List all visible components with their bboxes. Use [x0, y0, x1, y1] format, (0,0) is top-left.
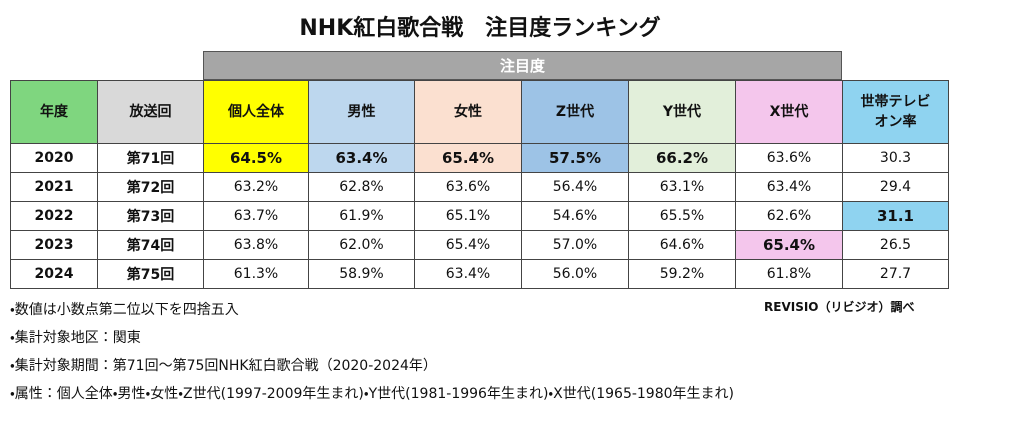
source: REVISIO（リビジオ）調べ	[764, 300, 915, 314]
table-cell: 62.8%	[308, 172, 415, 202]
table-cell: 63.7%	[203, 201, 309, 231]
column-header: X世代	[735, 80, 843, 144]
table-cell: 65.1%	[414, 201, 522, 231]
note: ・集計対象地区：関東	[10, 330, 141, 346]
table-cell: 30.3	[842, 143, 949, 173]
table-cell: 第73回	[97, 201, 204, 231]
table-row: 2024 第75回 61.3% 58.9% 63.4% 56.0% 59.2% 61.8% 27…	[10, 259, 949, 289]
table-cell: 56.4%	[521, 172, 629, 202]
table-cell: 第71回	[97, 143, 204, 173]
title: NHK紅白歌合戦 注目度ランキング	[299, 16, 661, 41]
table-cell: 29.4	[842, 172, 949, 202]
note: ・属性：個人全体・男性・女性・Z世代(1997-2009年生まれ)・Y世代(19…	[10, 386, 734, 402]
group-header: 注目度	[203, 51, 842, 80]
table-cell: 63.8%	[203, 230, 309, 260]
table-cell: 58.9%	[308, 259, 415, 289]
column-header: 男性	[308, 80, 415, 144]
table-cell: 61.8%	[735, 259, 843, 289]
table-cell: 65.5%	[628, 201, 736, 231]
note: ・数値は小数点第二位以下を四捨五入	[10, 302, 239, 318]
table-row: 2022 第73回 63.7% 61.9% 65.1% 54.6% 65.5% 62.6% 31…	[10, 201, 949, 231]
table-cell: 2023	[10, 230, 98, 260]
table-cell: 63.6%	[735, 143, 843, 173]
table-cell: 2021	[10, 172, 98, 202]
table-cell: 64.5%	[203, 143, 309, 173]
table-cell: 第75回	[97, 259, 204, 289]
table-cell: 65.4%	[414, 230, 522, 260]
table-cell: 65.4%	[735, 230, 843, 260]
column-header: 個人全体	[203, 80, 309, 144]
table-cell: 2020	[10, 143, 98, 173]
table-cell: 2024	[10, 259, 98, 289]
table-cell: 62.0%	[308, 230, 415, 260]
table-cell: 26.5	[842, 230, 949, 260]
table-cell: 61.9%	[308, 201, 415, 231]
table-cell: 第72回	[97, 172, 204, 202]
table-cell: 66.2%	[628, 143, 736, 173]
ranking-table: 年度 放送回 個人全体 男性 女性 Z世代 Y世代 X世代 世帯テレビオン率 2020 第71回 6…	[10, 80, 949, 289]
column-header: 世帯テレビオン率	[842, 80, 949, 144]
table-row: 2020 第71回 64.5% 63.4% 65.4% 57.5% 66.2% 63.6% 30…	[10, 143, 949, 173]
table-cell: 57.0%	[521, 230, 629, 260]
table-cell: 63.4%	[735, 172, 843, 202]
column-header: 年度	[10, 80, 98, 144]
column-header: 女性	[414, 80, 522, 144]
column-header: Y世代	[628, 80, 736, 144]
table-cell: 56.0%	[521, 259, 629, 289]
column-header: Z世代	[521, 80, 629, 144]
table-cell: 57.5%	[521, 143, 629, 173]
note: ・集計対象期間：第71回～第75回NHK紅白歌合戦（2020-2024年）	[10, 358, 437, 374]
table-cell: 31.1	[842, 201, 949, 231]
table-cell: 63.6%	[414, 172, 522, 202]
table-cell: 63.1%	[628, 172, 736, 202]
table-cell: 54.6%	[521, 201, 629, 231]
table-row: 2023 第74回 63.8% 62.0% 65.4% 57.0% 64.6% 65.4% 26…	[10, 230, 949, 260]
table-cell: 65.4%	[414, 143, 522, 173]
table-cell: 63.2%	[203, 172, 309, 202]
table-cell: 62.6%	[735, 201, 843, 231]
table-cell: 第74回	[97, 230, 204, 260]
column-header: 放送回	[97, 80, 204, 144]
notes: ・数値は小数点第二位以下を四捨五入 ・集計対象地区：関東・集計対象期間：第71回～…	[10, 296, 734, 408]
table-cell: 61.3%	[203, 259, 309, 289]
table-cell: 63.4%	[308, 143, 415, 173]
table-cell: 59.2%	[628, 259, 736, 289]
table-row: 2021 第72回 63.2% 62.8% 63.6% 56.4% 63.1% 63.4% 29…	[10, 172, 949, 202]
table-cell: 2022	[10, 201, 98, 231]
table-cell: 63.4%	[414, 259, 522, 289]
table-cell: 64.6%	[628, 230, 736, 260]
table-cell: 27.7	[842, 259, 949, 289]
